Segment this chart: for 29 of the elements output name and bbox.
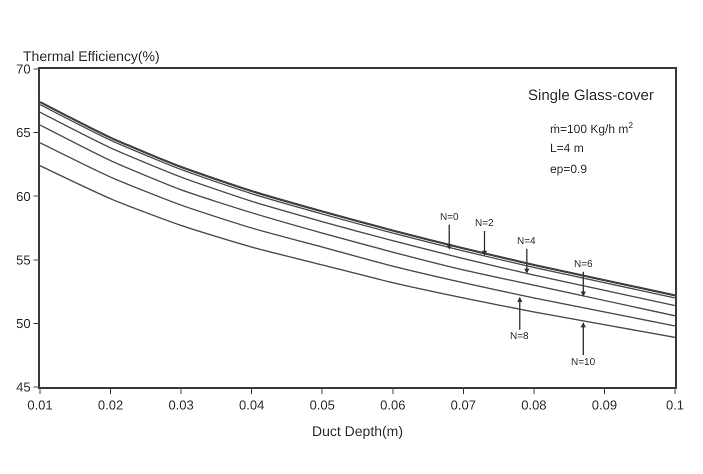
annotation: N=0	[440, 212, 460, 223]
annotation: L=4 m	[550, 141, 584, 155]
y-axis-title: Thermal Efficiency(%)	[23, 48, 160, 64]
x-tick-label: 0.07	[450, 397, 476, 412]
annotation: N=10	[571, 357, 596, 368]
annotation: N=2	[475, 218, 494, 229]
x-axis-title: Duct Depth(m)	[312, 423, 404, 440]
x-tick-label: 0.1	[666, 397, 684, 412]
y-tick-label: 65	[16, 125, 31, 140]
x-tick-label: 0.01	[27, 397, 53, 412]
x-tick-label: 0.05	[310, 397, 335, 412]
annotation: Single Glass-cover	[528, 87, 654, 104]
annotation: N=6	[574, 259, 594, 270]
x-tick-label: 0.06	[380, 397, 406, 412]
annotation: ep=0.9	[550, 162, 588, 176]
annotation: N=4	[517, 236, 536, 247]
x-tick-label: 0.04	[239, 397, 264, 412]
line-series	[40, 164, 675, 338]
y-tick-label: 55	[16, 252, 31, 268]
annotation: ṁ=100 Kg/h m$^{2}$	[550, 120, 634, 136]
x-tick-label: 0.09	[592, 397, 618, 412]
y-tick-label: 45	[16, 380, 31, 395]
y-tick-label: 60	[16, 188, 31, 204]
annotation: N=8	[510, 331, 530, 342]
x-tick-label: 0.02	[98, 397, 124, 412]
x-tick-label: 0.08	[521, 397, 547, 412]
y-tick-label: 50	[16, 316, 31, 331]
y-tick-label: 70	[16, 62, 31, 77]
x-tick-label: 0.03	[168, 397, 194, 412]
